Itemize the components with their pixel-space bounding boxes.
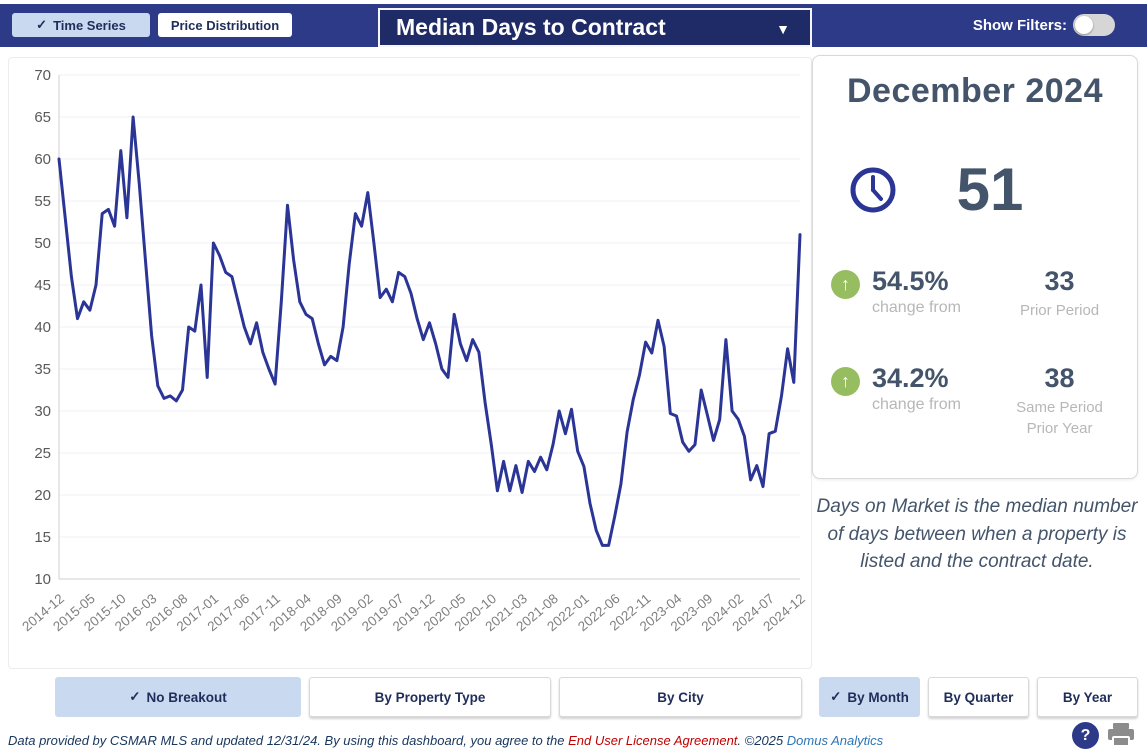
breakout-button-no-breakout[interactable]: ✓ No Breakout xyxy=(55,677,301,717)
domus-analytics-link[interactable]: Domus Analytics xyxy=(786,733,884,748)
metric-dropdown-value: Median Days to Contract xyxy=(396,14,666,40)
chevron-down-icon: ▼ xyxy=(776,21,790,37)
breakout-button-by-city[interactable]: By City xyxy=(559,677,802,717)
period-button-by-month[interactable]: ✓ By Month xyxy=(819,677,920,717)
by-month-label: By Month xyxy=(847,689,909,705)
svg-text:70: 70 xyxy=(34,67,51,84)
prior-year-value: 38 xyxy=(1044,363,1075,394)
by-property-type-label: By Property Type xyxy=(374,689,486,705)
period-button-by-quarter[interactable]: By Quarter xyxy=(928,677,1029,717)
prior-year-stat: ↑ 34.2% change from 38 Same Period Prior… xyxy=(813,363,1137,439)
by-year-label: By Year xyxy=(1062,689,1113,705)
svg-text:10: 10 xyxy=(34,571,51,588)
tab-price-distribution-label: Price Distribution xyxy=(170,17,280,33)
toggle-knob xyxy=(1075,16,1093,34)
check-icon: ✓ xyxy=(36,17,48,32)
prior-period-pct: 54.5% xyxy=(872,266,949,296)
svg-text:55: 55 xyxy=(34,193,51,210)
prior-period-pct-label: change from xyxy=(872,299,961,316)
svg-text:40: 40 xyxy=(34,319,51,336)
tab-price-distribution[interactable]: Price Distribution xyxy=(158,13,292,37)
panel-title: December 2024 xyxy=(846,72,1103,110)
footer: Data provided by CSMAR MLS and updated 1… xyxy=(8,733,883,748)
arrow-up-circle-icon: ↑ xyxy=(831,367,860,397)
metric-dropdown[interactable]: Median Days to Contract ▼ xyxy=(378,8,812,47)
arrow-up-circle-icon: ↑ xyxy=(831,270,860,299)
svg-text:45: 45 xyxy=(34,277,51,294)
svg-text:35: 35 xyxy=(34,361,51,378)
period-button-by-year[interactable]: By Year xyxy=(1037,677,1138,717)
show-filters-label: Show Filters: xyxy=(972,17,1067,34)
by-quarter-label: By Quarter xyxy=(943,689,1014,705)
current-value-row: 51 xyxy=(813,155,1137,224)
check-icon: ✓ xyxy=(830,689,842,704)
show-filters-toggle[interactable] xyxy=(1073,14,1115,36)
prior-period-label: Prior Period xyxy=(1019,302,1100,319)
svg-text:25: 25 xyxy=(34,445,51,462)
tab-time-series[interactable]: ✓ Time Series xyxy=(12,13,150,37)
svg-text:65: 65 xyxy=(34,109,51,126)
footer-text-2: . ©2025 xyxy=(737,733,787,748)
metric-description: Days on Market is the median number of d… xyxy=(816,496,1138,573)
svg-text:60: 60 xyxy=(34,151,51,168)
clock-icon xyxy=(849,166,897,214)
help-icon[interactable]: ? xyxy=(1072,722,1099,749)
svg-text:30: 30 xyxy=(34,403,51,420)
prior-period-value: 33 xyxy=(1044,266,1075,296)
chart-card: 10 15 20 25 30 35 40 45 50 55 60 65 70 2014-12 2015-05… xyxy=(8,57,812,669)
check-icon: ✓ xyxy=(129,689,141,704)
current-value: 51 xyxy=(956,156,1024,223)
footer-text-1: Data provided by CSMAR MLS and updated 1… xyxy=(8,733,569,748)
no-breakout-label: No Breakout xyxy=(146,689,227,705)
by-city-label: By City xyxy=(657,689,704,705)
prior-period-stat: ↑ 54.5% change from 33 Prior Period xyxy=(813,266,1137,321)
median-days-line-chart: 101520253035404550556065702014-122015-05… xyxy=(19,67,808,634)
svg-text:15: 15 xyxy=(34,529,51,546)
prior-year-pct-label: change from xyxy=(872,396,961,414)
svg-text:50: 50 xyxy=(34,235,51,252)
svg-text:20: 20 xyxy=(34,487,51,504)
printer-icon[interactable] xyxy=(1106,722,1136,753)
summary-panel: December 2024 51 ↑ 54.5% change from 33 … xyxy=(812,55,1138,479)
breakout-button-by-property-type[interactable]: By Property Type xyxy=(309,677,551,717)
tab-time-series-label: Time Series xyxy=(53,17,126,33)
license-agreement-link[interactable]: End User License Agreement xyxy=(568,733,738,748)
prior-year-label: Same Period Prior Year xyxy=(1016,399,1103,437)
prior-year-pct: 34.2% xyxy=(872,363,949,394)
top-bar: ✓ Time Series Price Distribution Median … xyxy=(0,4,1147,47)
